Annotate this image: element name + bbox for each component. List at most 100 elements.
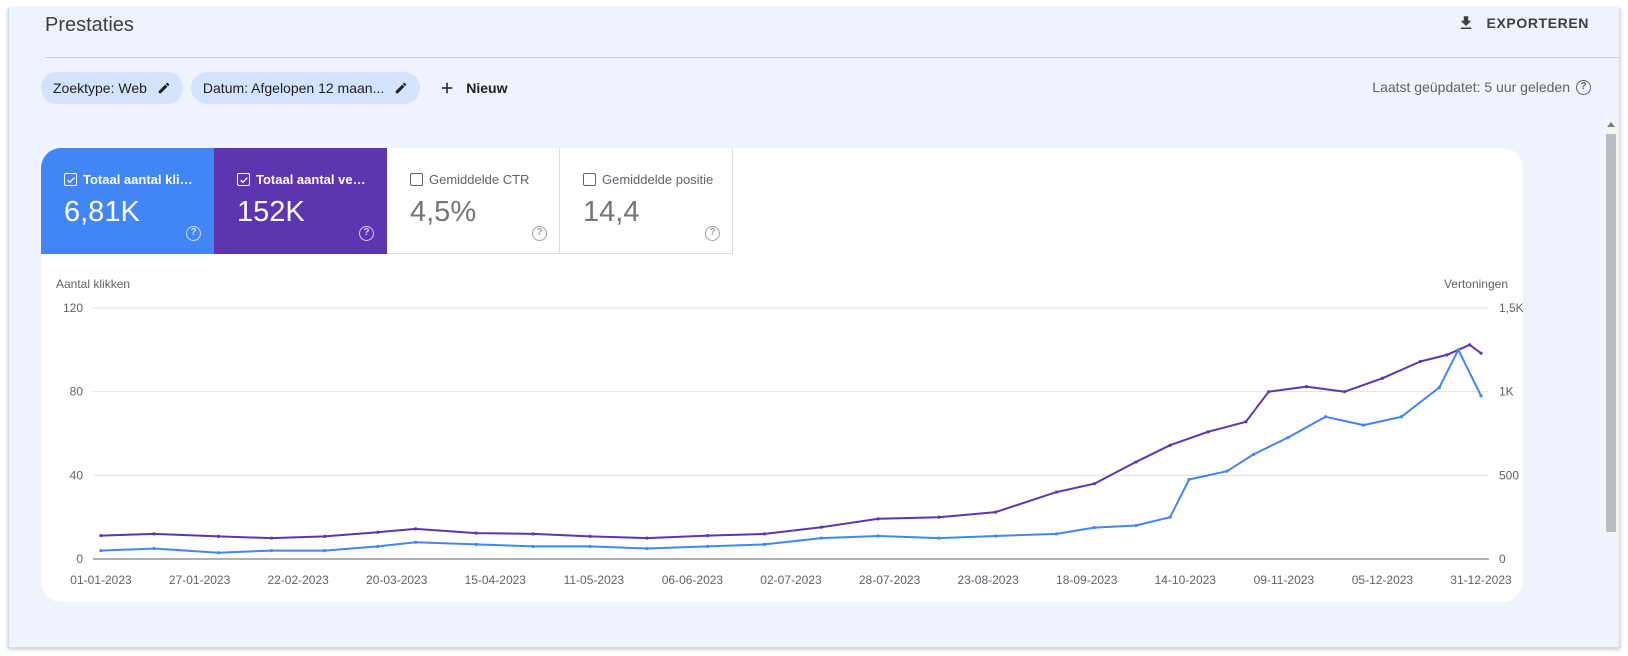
data-point (994, 510, 998, 514)
data-point (1479, 351, 1483, 355)
data-point (1168, 443, 1172, 447)
series-line-clicks (100, 348, 1482, 554)
data-point (531, 532, 535, 536)
data-point (1092, 526, 1096, 530)
metric-value: 152K (237, 196, 305, 228)
export-button[interactable]: EXPORTEREN (1457, 14, 1589, 32)
search-type-chip-label: Zoektype: Web (53, 80, 147, 96)
data-point (474, 531, 478, 535)
data-point (994, 534, 998, 538)
data-point (1134, 460, 1138, 464)
data-point (1054, 490, 1058, 494)
data-point (1054, 532, 1058, 536)
data-point (1380, 376, 1385, 380)
data-point (762, 532, 767, 536)
checkbox-icon[interactable] (237, 173, 250, 186)
x-axis-tick: 23-08-2023 (957, 573, 1019, 587)
x-axis-tick: 11-05-2023 (564, 573, 625, 587)
help-icon[interactable]: ? (186, 226, 201, 241)
performance-chart[interactable]: Aantal klikken Vertoningen 0 0 40 500 80 1K 12… (41, 268, 1523, 588)
vertical-scrollbar[interactable] (1603, 120, 1619, 540)
data-point (588, 534, 592, 539)
metric-value: 4,5% (410, 196, 477, 228)
x-axis-tick: 01-01-2023 (70, 573, 132, 587)
left-axis-tick: 80 (70, 385, 84, 399)
help-icon[interactable]: ? (705, 226, 720, 241)
filter-bar: Zoektype: Web Datum: Afgelopen 12 maan..… (41, 72, 507, 104)
data-point (376, 530, 380, 534)
data-point (1244, 420, 1248, 424)
metric-tabs: Totaal aantal klikk... 6,81K ? Totaal aa… (41, 148, 733, 254)
right-axis-tick: 1,5K (1499, 301, 1523, 315)
data-point (474, 542, 478, 546)
plus-icon (442, 82, 453, 94)
right-axis-label: Vertoningen (1444, 277, 1508, 291)
scrollbar-thumb[interactable] (1606, 134, 1616, 532)
help-icon[interactable]: ? (1576, 79, 1591, 95)
x-axis-tick: 05-12-2023 (1352, 573, 1414, 587)
series-line-impressions (100, 343, 1482, 540)
data-point (1305, 385, 1309, 389)
data-point (1456, 348, 1460, 352)
data-point (1267, 390, 1271, 394)
metric-total-clicks[interactable]: Totaal aantal klikk... 6,81K ? (41, 148, 214, 254)
data-point (1399, 415, 1403, 419)
last-updated-text: Laatst geüpdatet: 5 uur geleden (1372, 79, 1570, 95)
x-axis-tick: 18-09-2023 (1056, 573, 1118, 587)
data-point (645, 536, 649, 540)
checkbox-icon[interactable] (410, 173, 423, 186)
export-label: EXPORTEREN (1486, 15, 1589, 31)
checkbox-icon[interactable] (583, 173, 596, 186)
data-point (645, 546, 649, 551)
metric-label: Gemiddelde positie (602, 172, 714, 187)
data-point (270, 549, 274, 553)
metric-average-ctr[interactable]: Gemiddelde CTR 4,5% ? (387, 148, 560, 254)
last-updated: Laatst geüpdatet: 5 uur geleden ? (1372, 79, 1591, 95)
x-axis-tick: 31-12-2023 (1450, 573, 1512, 587)
data-point (1251, 452, 1256, 457)
search-type-chip[interactable]: Zoektype: Web (41, 72, 183, 104)
data-point (1418, 359, 1422, 364)
data-point (270, 536, 274, 540)
data-point (1342, 390, 1347, 394)
x-axis-tick: 02-07-2023 (760, 573, 822, 587)
data-point (1323, 415, 1328, 419)
right-axis-tick: 0 (1499, 552, 1506, 566)
right-axis-tick: 1K (1499, 385, 1514, 399)
metric-value: 6,81K (64, 196, 140, 228)
metric-average-position[interactable]: Gemiddelde positie 14,4 ? (560, 148, 733, 254)
data-point (1225, 469, 1229, 473)
performance-panel: Prestaties EXPORTEREN Zoektype: Web Datu… (8, 8, 1620, 648)
data-point (1187, 477, 1191, 482)
data-point (1479, 394, 1483, 398)
data-point (99, 549, 103, 553)
data-point (216, 534, 221, 539)
data-point (152, 546, 156, 551)
data-point (819, 536, 823, 540)
data-point (323, 534, 327, 539)
help-icon[interactable]: ? (532, 226, 547, 241)
metric-value: 14,4 (583, 196, 640, 228)
x-axis-tick: 20-03-2023 (366, 573, 428, 587)
data-point (1206, 430, 1210, 434)
data-point (216, 551, 221, 555)
scroll-up-arrow-icon[interactable] (1607, 122, 1615, 127)
new-filter-button[interactable]: Nieuw (438, 79, 507, 97)
data-point (937, 536, 941, 540)
metric-total-impressions[interactable]: Totaal aantal vert... 152K ? (214, 148, 387, 254)
data-point (705, 533, 710, 538)
date-chip[interactable]: Datum: Afgelopen 12 maan... (190, 72, 421, 104)
data-point (705, 544, 710, 549)
right-axis-tick: 500 (1499, 468, 1519, 482)
edit-icon (396, 82, 407, 94)
checkbox-icon[interactable] (64, 173, 77, 186)
data-point (1437, 385, 1441, 390)
data-point (876, 534, 880, 538)
new-filter-label: Nieuw (466, 80, 508, 96)
data-point (819, 525, 823, 529)
help-icon[interactable]: ? (359, 226, 374, 241)
left-axis-tick: 120 (63, 301, 83, 315)
x-axis-tick: 14-10-2023 (1155, 573, 1217, 587)
x-axis-tick: 22-02-2023 (267, 573, 329, 587)
data-point (323, 549, 327, 553)
